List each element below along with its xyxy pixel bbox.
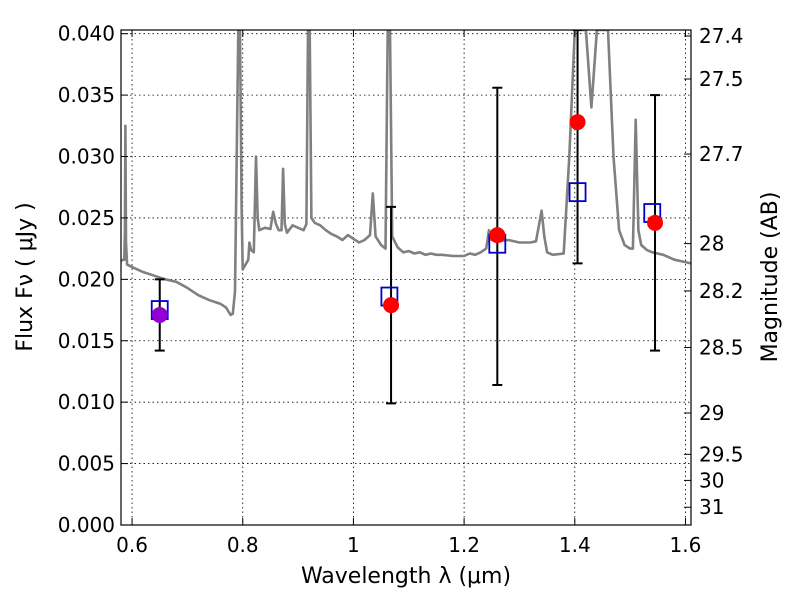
- y-tick-label: 0.015: [58, 329, 115, 353]
- mag-tick-label: 30: [699, 468, 724, 492]
- mag-tick-label: 31: [699, 495, 724, 519]
- spectrum-line: [121, 30, 691, 317]
- y-tick-label: 0.030: [58, 145, 115, 169]
- x-axis-label: Wavelength λ (μm): [301, 564, 511, 589]
- x-tick-label: 0.8: [227, 533, 259, 557]
- mag-tick-label: 27.7: [699, 142, 744, 166]
- x-tick-label: 1.2: [448, 533, 480, 557]
- tick-labels-layer: 0.6 0.8 1 1.2 1.4 1.6 0.000 0.005 0.010 0.015 0.02…: [58, 22, 744, 557]
- ticks-layer: [121, 30, 691, 526]
- mag-tick-label: 29: [699, 401, 724, 425]
- y-tick-label: 0.005: [58, 452, 115, 476]
- observed-point: [383, 297, 400, 314]
- model-square: [568, 182, 587, 203]
- y-tick-label: 0.020: [58, 267, 115, 291]
- plot-frame: [120, 29, 692, 526]
- y-axis-label: Flux Fν ( μJy ): [13, 202, 38, 351]
- y-tick-label: 0.010: [58, 390, 115, 414]
- observed-point: [489, 227, 506, 244]
- mag-tick-label: 28.5: [699, 335, 744, 359]
- grid-lines: [121, 30, 691, 525]
- marks-layer: [150, 30, 664, 405]
- y-tick-label: 0.000: [58, 513, 115, 537]
- mag-tick-label: 27.5: [699, 67, 744, 91]
- mag-tick-label: 29.5: [699, 442, 744, 466]
- x-tick-label: 1: [347, 533, 360, 557]
- y-tick-label: 0.040: [58, 22, 115, 46]
- observed-point: [569, 114, 586, 131]
- observed-point: [647, 214, 664, 231]
- observed-point: [151, 306, 168, 323]
- spectrum-layer: [121, 30, 691, 317]
- x-tick-label: 1.4: [559, 533, 591, 557]
- y-axis-right-label: Magnitude (AB): [758, 192, 783, 363]
- plot-background: [121, 30, 691, 525]
- mag-tick-label: 28.2: [699, 279, 744, 303]
- x-tick-label: 1.6: [670, 533, 702, 557]
- y-tick-label: 0.035: [58, 83, 115, 107]
- mag-tick-label: 27.4: [699, 24, 744, 48]
- y-tick-label: 0.025: [58, 206, 115, 230]
- mag-tick-label: 28: [699, 232, 724, 256]
- x-tick-label: 0.6: [116, 533, 148, 557]
